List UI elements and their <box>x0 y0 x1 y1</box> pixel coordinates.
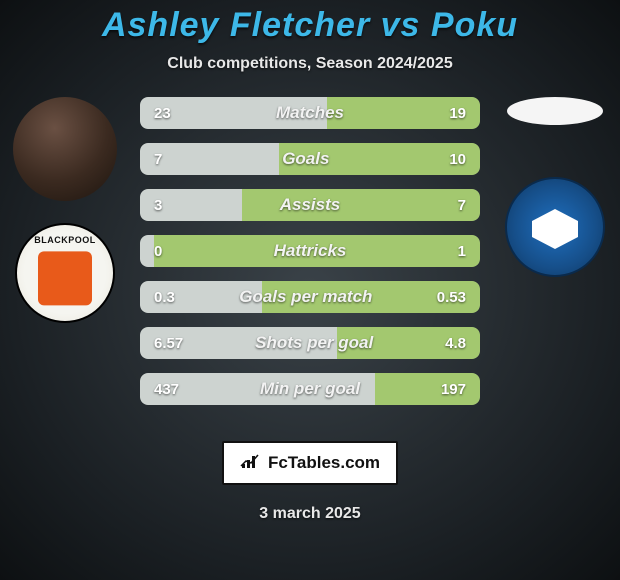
stat-value-right: 0.53 <box>437 289 466 306</box>
stat-label: Shots per goal <box>255 333 373 353</box>
brand-text: FcTables.com <box>268 453 380 473</box>
right-player-column <box>500 97 610 427</box>
stat-value-right: 7 <box>458 197 466 214</box>
stat-value-right: 197 <box>441 381 466 398</box>
stat-label: Goals <box>282 149 329 169</box>
stat-bar-right <box>242 189 480 221</box>
stats-list: 23Matches197Goals103Assists70Hattricks10… <box>140 97 480 419</box>
stat-value-left: 3 <box>154 197 162 214</box>
stat-row: 0 Hattricks 1 <box>140 235 480 267</box>
stat-row: 437 Min per goal 197 <box>140 373 480 405</box>
page-subtitle: Club competitions, Season 2024/2025 <box>0 55 620 73</box>
stat-row: 3 Assists 7 <box>140 189 480 221</box>
brand-badge[interactable]: FcTables.com <box>222 441 398 485</box>
stat-row: 6.57 Shots per goal 4.8 <box>140 327 480 359</box>
stat-value-right: 10 <box>449 151 466 168</box>
footer-date: 3 march 2025 <box>0 505 620 523</box>
comparison-panel: 23Matches197Goals103Assists70Hattricks10… <box>0 97 620 427</box>
stat-row: 23 Matches 19 <box>140 97 480 129</box>
stat-label: Hattricks <box>274 241 347 261</box>
stat-value-right: 1 <box>458 243 466 260</box>
page-title: Ashley Fletcher vs Poku <box>0 0 620 45</box>
stat-label: Assists <box>280 195 340 215</box>
player-left-photo <box>13 97 117 201</box>
stat-value-right: 4.8 <box>445 335 466 352</box>
stat-label: Matches <box>276 103 344 123</box>
stat-value-left: 7 <box>154 151 162 168</box>
stat-value-right: 19 <box>449 105 466 122</box>
club-badge-left <box>15 223 115 323</box>
stat-value-left: 6.57 <box>154 335 183 352</box>
brand-icon <box>240 452 262 475</box>
stat-row: 0.3 Goals per match 0.53 <box>140 281 480 313</box>
stat-value-left: 0.3 <box>154 289 175 306</box>
stat-bar-left <box>140 235 154 267</box>
stat-value-left: 437 <box>154 381 179 398</box>
player-right-photo <box>507 97 603 125</box>
stat-value-left: 0 <box>154 243 162 260</box>
stat-label: Goals per match <box>239 287 372 307</box>
club-badge-right <box>505 177 605 277</box>
stat-row: 7 Goals 10 <box>140 143 480 175</box>
stat-value-left: 23 <box>154 105 171 122</box>
stat-label: Min per goal <box>260 379 360 399</box>
left-player-column <box>10 97 120 427</box>
